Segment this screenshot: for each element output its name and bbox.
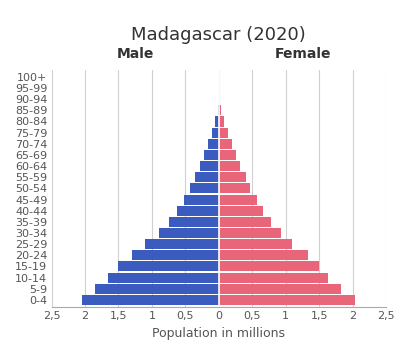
Bar [218, 217, 270, 227]
Bar [218, 150, 236, 160]
Bar [218, 261, 319, 272]
Bar [108, 273, 218, 283]
Title: Madagascar (2020): Madagascar (2020) [131, 26, 306, 44]
Bar [200, 161, 218, 171]
Bar [194, 172, 218, 182]
Bar [218, 94, 219, 104]
Bar [190, 184, 218, 193]
Bar [218, 250, 307, 260]
Bar [118, 261, 218, 272]
Bar [95, 284, 218, 294]
Bar [218, 284, 341, 294]
Bar [218, 184, 250, 193]
Bar [145, 239, 218, 249]
Bar [81, 295, 218, 305]
Bar [218, 128, 227, 138]
Bar [218, 195, 256, 204]
Bar [218, 172, 245, 182]
Bar [208, 139, 218, 149]
Bar [168, 217, 218, 227]
Bar [218, 273, 327, 283]
Text: Female: Female [274, 47, 330, 61]
Bar [184, 195, 218, 204]
Bar [214, 116, 218, 126]
Bar [218, 105, 220, 115]
Bar [218, 139, 231, 149]
Bar [211, 128, 218, 138]
Bar [218, 116, 223, 126]
Bar [158, 228, 218, 238]
Bar [177, 206, 218, 216]
Bar [218, 239, 292, 249]
Bar [204, 150, 218, 160]
Bar [218, 161, 240, 171]
Bar [218, 228, 281, 238]
Bar [132, 250, 218, 260]
X-axis label: Population in millions: Population in millions [152, 327, 285, 340]
Text: Male: Male [116, 47, 153, 61]
Bar [218, 206, 263, 216]
Bar [217, 105, 218, 115]
Bar [218, 295, 354, 305]
